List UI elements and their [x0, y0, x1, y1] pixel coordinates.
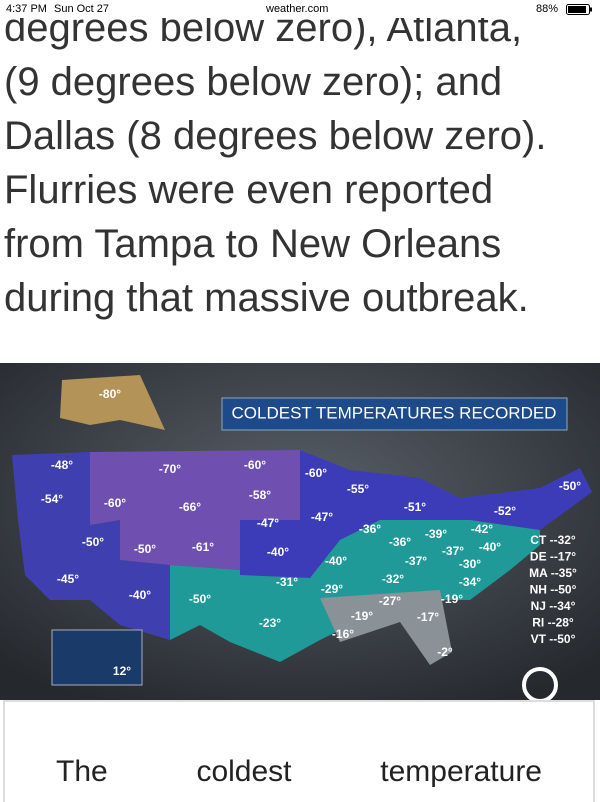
temperature-label: -19° [441, 592, 463, 606]
temperature-label: -50° [189, 592, 211, 606]
temperature-label: -54° [41, 492, 63, 506]
temperature-label: -51° [404, 500, 426, 514]
temperature-label: -50° [559, 479, 581, 493]
article-line: Dallas (8 degrees below zero). [4, 114, 547, 158]
temperature-label: -45° [57, 572, 79, 586]
region-southeast [320, 590, 452, 665]
temperature-label: -37° [405, 554, 427, 568]
temperature-label: -55° [347, 482, 369, 496]
temperature-label: -2° [437, 645, 453, 659]
temperature-label: -36° [389, 535, 411, 549]
temperature-label: -40° [129, 588, 151, 602]
temperature-map: COLDEST TEMPERATURES RECORDED -80° -48° -7… [0, 363, 600, 700]
temperature-labels: -80° -48° -70° -60° -60° -54° -60° -66° -58° -55°… [41, 387, 581, 678]
temperature-label: -70° [159, 462, 181, 476]
region-west [12, 452, 170, 640]
status-bar: 4:37 PM Sun Oct 27 weather.com 88% [0, 0, 600, 18]
temperature-label: -23° [259, 616, 281, 630]
play-button[interactable] [522, 667, 558, 700]
temperature-label: -32° [382, 572, 404, 586]
region-north [240, 450, 592, 578]
temperature-label: 12° [113, 664, 131, 678]
temperature-label: -60° [104, 496, 126, 510]
region-south [170, 520, 540, 662]
temperature-label: -27° [379, 594, 401, 608]
temperature-label: -19° [351, 609, 373, 623]
article-line: during that massive outbreak. [4, 276, 529, 320]
temperature-label: -80° [99, 387, 121, 401]
date: Sun Oct 27 [54, 3, 110, 15]
temperature-label: -61° [192, 540, 214, 554]
temperature-label: -34° [459, 575, 481, 589]
battery-icon [566, 4, 592, 15]
temperature-label: -58° [249, 488, 271, 502]
legend-entry: VT --50° [531, 632, 576, 646]
legend-entry: MA --35° [529, 566, 577, 580]
temperature-label: -40° [325, 554, 347, 568]
temperature-label: -60° [244, 458, 266, 472]
legend-entry: CT --32° [530, 533, 576, 547]
temperature-label: -39° [425, 527, 447, 541]
legend-entry: NH --50° [530, 583, 577, 597]
caption: The coldest temperature [56, 755, 542, 788]
temperature-label: -17° [417, 610, 439, 624]
temperature-label: -29° [321, 582, 343, 596]
alaska [60, 375, 165, 430]
temperature-label: -37° [442, 544, 464, 558]
legend-entry: DE --17° [530, 550, 576, 564]
temperature-label: -50° [82, 535, 104, 549]
temperature-label: -47° [311, 510, 333, 524]
legend-entry: NJ --34° [531, 599, 576, 613]
title-box [221, 397, 568, 431]
map-title: COLDEST TEMPERATURES RECORDED [232, 403, 557, 422]
caption-card [3, 700, 595, 802]
temperature-label: -60° [305, 466, 327, 480]
temperature-label: -30° [459, 557, 481, 571]
temperature-label: -50° [134, 542, 156, 556]
legend-entry: RI --28° [532, 616, 574, 630]
temperature-label: -66° [179, 500, 201, 514]
region-plains [90, 450, 300, 570]
state-legend: CT --32° DE --17° MA --35° NH --50° NJ --34°… [529, 533, 577, 646]
temperature-label: -40° [479, 540, 501, 554]
temperature-label: -52° [494, 504, 516, 518]
battery-level: 88% [536, 3, 559, 15]
temperature-label: -48° [51, 458, 73, 472]
temperature-label: -31° [276, 575, 298, 589]
temperature-label: -47° [257, 516, 279, 530]
article-text: degrees below zero), Atlanta, (9 degrees … [4, 1, 600, 325]
url[interactable]: weather.com [266, 3, 329, 15]
hawaii-inset [51, 629, 143, 686]
temperature-label: -42° [471, 522, 493, 536]
temperature-label: -40° [267, 545, 289, 559]
article-line: (9 degrees below zero); and [4, 60, 503, 104]
article-line: from Tampa to New Orleans [4, 222, 502, 266]
temperature-label: -36° [359, 522, 381, 536]
temperature-label: -16° [332, 627, 354, 641]
time: 4:37 PM [6, 3, 47, 15]
article-line: Flurries were even reported [4, 168, 494, 212]
